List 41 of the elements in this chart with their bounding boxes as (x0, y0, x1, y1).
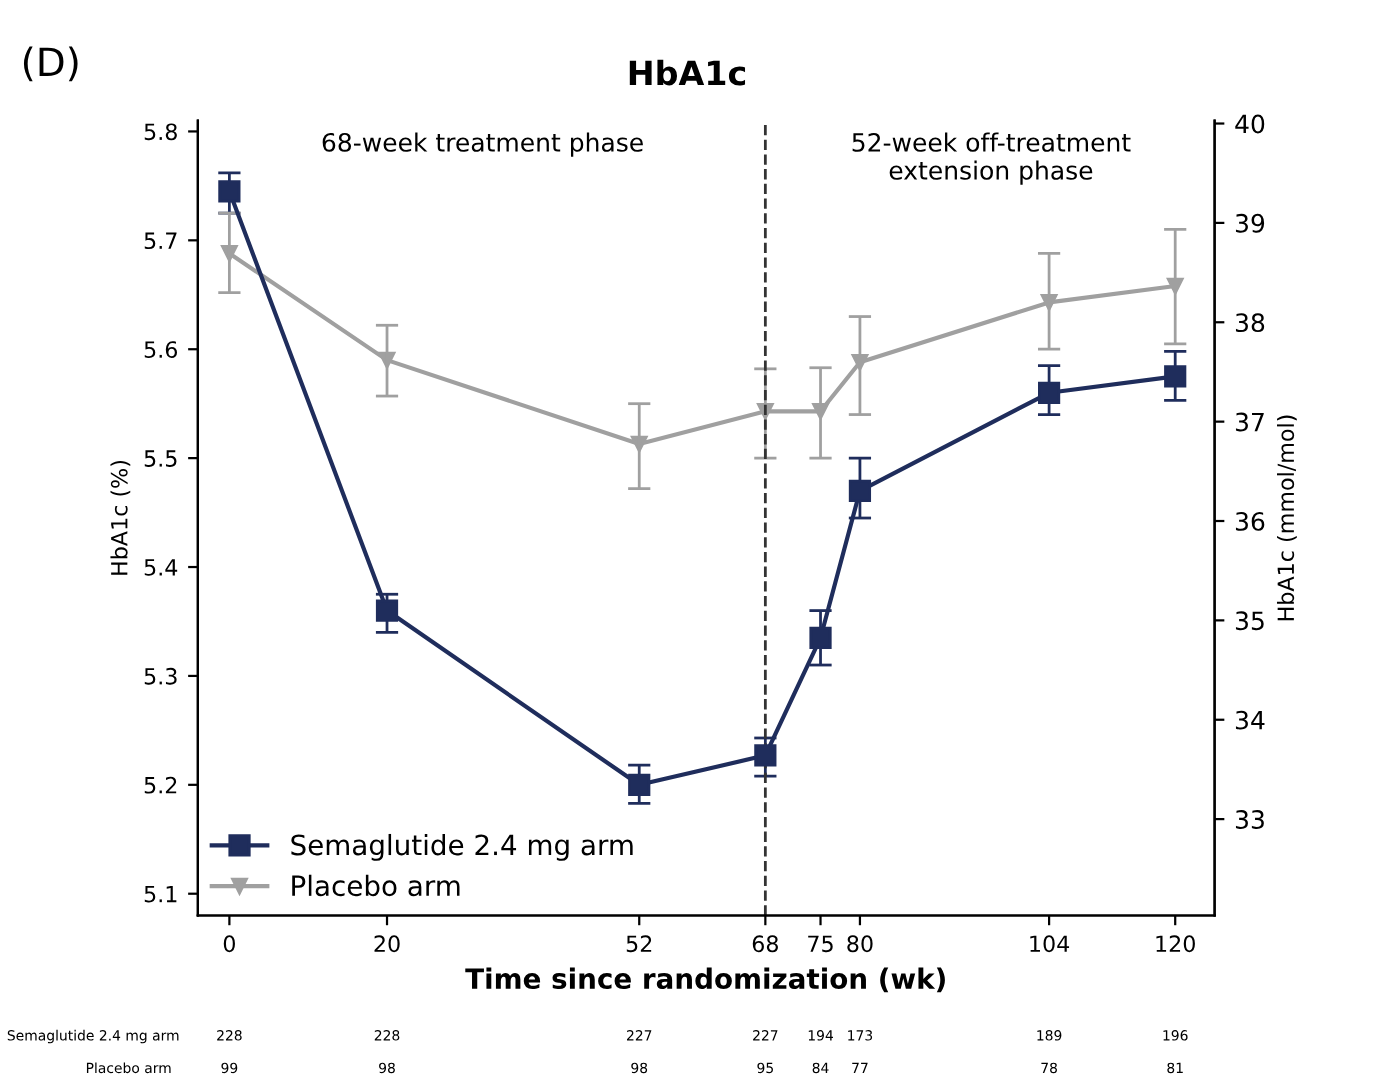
point (848, 479, 872, 502)
y2-tick-label: 38 (1235, 313, 1265, 333)
chart-title: HbA1c (629, 59, 746, 86)
point (375, 599, 399, 622)
x-tick-label: 20 (374, 935, 400, 953)
point (809, 626, 832, 649)
y-tick-label: 5.5 (144, 450, 177, 467)
y2-tick-label: 40 (1235, 114, 1265, 134)
y-tick-label: 5.2 (144, 776, 177, 794)
y-tick-label: 5.6 (144, 341, 178, 358)
y-tick-label: 5.4 (144, 559, 178, 576)
y2-tick-label: 34 (1235, 710, 1265, 730)
y2-tick-label: 33 (1235, 810, 1264, 829)
y2-tick-label: 37 (1235, 412, 1264, 432)
x-axis-title: Time since randomization (wk) (465, 967, 945, 993)
y-tick-label: 5.7 (144, 232, 177, 250)
x-tick-label: 104 (1030, 935, 1070, 953)
y-axis-title: HbA1c (%) (110, 460, 131, 575)
y2-tick-label: 36 (1235, 511, 1265, 531)
x-tick-label: 68 (752, 935, 778, 953)
annotation: 52-week off-treatment extension phase (852, 132, 1131, 185)
x-tick-label: 120 (1156, 935, 1195, 953)
y-tick-label: 5.1 (144, 885, 177, 903)
legend-label: Semaglutide 2.4 mg arm (291, 833, 633, 861)
text: (D) (23, 46, 78, 82)
point (628, 773, 651, 796)
y-tick-label: 5.3 (144, 667, 177, 685)
y2-tick-label: 39 (1235, 213, 1265, 233)
x-tick-label: 52 (626, 935, 652, 953)
x-tick-label: 80 (847, 935, 873, 953)
y2-tick-label: 35 (1235, 611, 1264, 631)
point (754, 744, 777, 767)
point (1037, 381, 1061, 404)
x-tick-label: 0 (223, 935, 235, 953)
legend-label: Placebo arm (292, 874, 460, 897)
x-tick-label: 75 (808, 935, 833, 953)
y-tick-label: 5.8 (144, 123, 177, 141)
point (1164, 365, 1187, 388)
point (218, 180, 241, 203)
y2-axis-title: HbA1c (mmol/mol) (1276, 415, 1297, 621)
annotation: 68-week treatment phase (322, 132, 643, 157)
